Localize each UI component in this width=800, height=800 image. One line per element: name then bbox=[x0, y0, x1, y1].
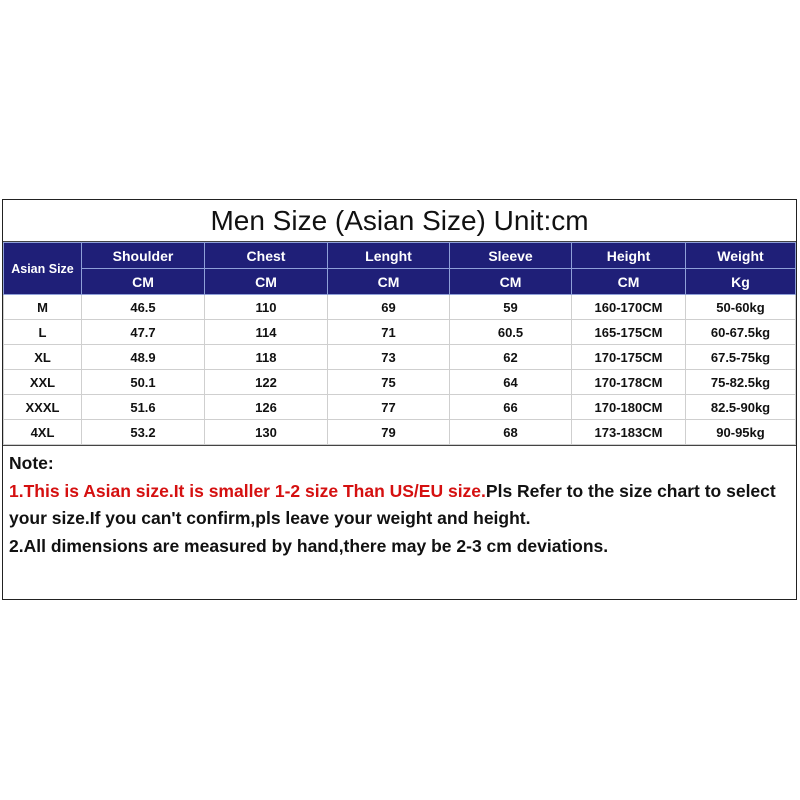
table-cell: M bbox=[3, 294, 82, 320]
table-row: XL 48.9 118 73 62 170-175CM 67.5-75kg bbox=[3, 344, 796, 370]
table-row: M 46.5 110 69 59 160-170CM 50-60kg bbox=[3, 294, 796, 320]
table-row: XXL 50.1 122 75 64 170-178CM 75-82.5kg bbox=[3, 369, 796, 395]
table-cell: 64 bbox=[449, 369, 572, 395]
table-cell: 59 bbox=[449, 294, 572, 320]
table-cell: 170-178CM bbox=[571, 369, 686, 395]
table-row: 4XL 53.2 130 79 68 173-183CM 90-95kg bbox=[3, 419, 796, 445]
header-cell: Weight bbox=[685, 242, 796, 269]
table-cell: 53.2 bbox=[81, 419, 205, 445]
table-cell: XL bbox=[3, 344, 82, 370]
table-cell: 73 bbox=[327, 344, 450, 370]
table-cell: 71 bbox=[327, 319, 450, 345]
header-cell: Shoulder bbox=[81, 242, 205, 269]
chart-title: Men Size (Asian Size) Unit:cm bbox=[3, 200, 796, 242]
table-cell: 165-175CM bbox=[571, 319, 686, 345]
unit-cell: CM bbox=[81, 268, 205, 295]
table-cell: 130 bbox=[204, 419, 328, 445]
table-cell: 48.9 bbox=[81, 344, 205, 370]
table-cell: 79 bbox=[327, 419, 450, 445]
header-asian-size: Asian Size bbox=[3, 242, 82, 295]
table-cell: 170-180CM bbox=[571, 394, 686, 420]
table-cell: 50-60kg bbox=[685, 294, 796, 320]
note-line-2: 2.All dimensions are measured by hand,th… bbox=[9, 535, 609, 556]
header-cell: Sleeve bbox=[449, 242, 572, 269]
table-row: L 47.7 114 71 60.5 165-175CM 60-67.5kg bbox=[3, 319, 796, 345]
table-cell: 66 bbox=[449, 394, 572, 420]
note-heading: Note: bbox=[9, 453, 54, 473]
header-row: Asian Size Shoulder Chest Lenght Sleeve … bbox=[3, 242, 796, 295]
table-cell: 77 bbox=[327, 394, 450, 420]
table-row: XXXL 51.6 126 77 66 170-180CM 82.5-90kg bbox=[3, 394, 796, 420]
table-cell: 173-183CM bbox=[571, 419, 686, 445]
table-cell: 75 bbox=[327, 369, 450, 395]
unit-cell: CM bbox=[204, 268, 328, 295]
table-cell: 4XL bbox=[3, 419, 82, 445]
table-cell: L bbox=[3, 319, 82, 345]
table-cell: 110 bbox=[204, 294, 328, 320]
table-cell: 69 bbox=[327, 294, 450, 320]
note-section: Note: 1.This is Asian size.It is smaller… bbox=[3, 445, 796, 560]
table-cell: 122 bbox=[204, 369, 328, 395]
table-cell: 160-170CM bbox=[571, 294, 686, 320]
table-cell: 67.5-75kg bbox=[685, 344, 796, 370]
size-table: Asian Size Shoulder Chest Lenght Sleeve … bbox=[3, 242, 796, 445]
table-cell: 126 bbox=[204, 394, 328, 420]
table-cell: 60.5 bbox=[449, 319, 572, 345]
header-cell: Chest bbox=[204, 242, 328, 269]
table-cell: 60-67.5kg bbox=[685, 319, 796, 345]
unit-cell: CM bbox=[327, 268, 450, 295]
table-cell: XXL bbox=[3, 369, 82, 395]
table-cell: 51.6 bbox=[81, 394, 205, 420]
table-cell: 46.5 bbox=[81, 294, 205, 320]
note-line-1-rest: Pls Refer to the size chart to select yo… bbox=[9, 480, 776, 529]
table-cell: 75-82.5kg bbox=[685, 369, 796, 395]
table-cell: 47.7 bbox=[81, 319, 205, 345]
unit-cell: Kg bbox=[685, 268, 796, 295]
table-cell: 50.1 bbox=[81, 369, 205, 395]
table-cell: XXXL bbox=[3, 394, 82, 420]
table-cell: 62 bbox=[449, 344, 572, 370]
table-cell: 82.5-90kg bbox=[685, 394, 796, 420]
header-cell: Height bbox=[571, 242, 686, 269]
table-cell: 90-95kg bbox=[685, 419, 796, 445]
note-line-1-warning: 1.This is Asian size.It is smaller 1-2 s… bbox=[9, 480, 486, 501]
table-cell: 68 bbox=[449, 419, 572, 445]
unit-cell: CM bbox=[449, 268, 572, 295]
unit-cell: CM bbox=[571, 268, 686, 295]
header-cell: Lenght bbox=[327, 242, 450, 269]
unit-row: CM CM CM CM CM Kg bbox=[4, 268, 796, 295]
note-line-1: 1.This is Asian size.It is smaller 1-2 s… bbox=[9, 478, 790, 533]
table-cell: 118 bbox=[204, 344, 328, 370]
table-cell: 114 bbox=[204, 319, 328, 345]
size-chart: Men Size (Asian Size) Unit:cm Asian Size… bbox=[2, 199, 797, 600]
table-cell: 170-175CM bbox=[571, 344, 686, 370]
